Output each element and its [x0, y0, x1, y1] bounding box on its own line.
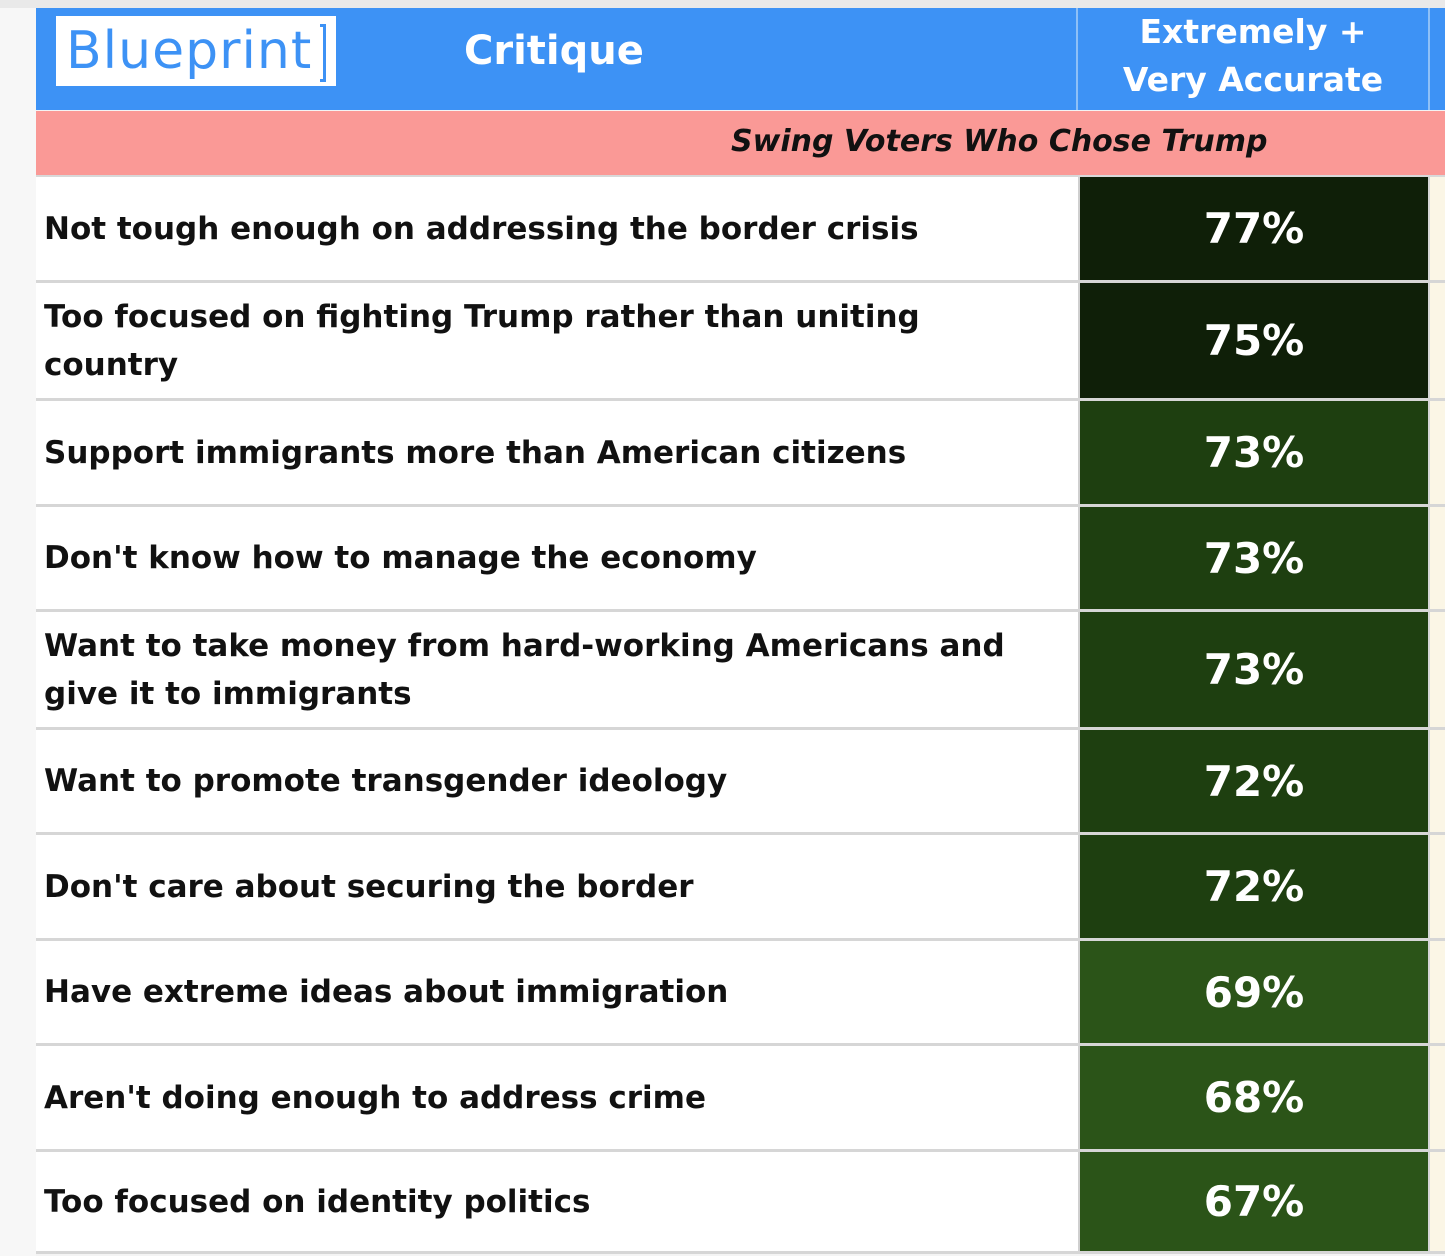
accuracy-value-cell: 73%: [1078, 507, 1428, 609]
row-edge-cell: [1428, 507, 1445, 609]
critique-column-header: Critique: [464, 28, 644, 74]
critique-label: Don't care about securing the border: [44, 868, 694, 905]
table-row: Support immigrants more than American ci…: [36, 401, 1445, 507]
row-edge-cell: [1428, 612, 1445, 727]
critique-label: Too focused on identity politics: [44, 1183, 591, 1220]
critique-label: Want to promote transgender ideology: [44, 763, 728, 799]
accuracy-value-cell: 72%: [1078, 730, 1428, 832]
table-row: Aren't doing enough to address crime 68%: [36, 1046, 1445, 1152]
table-row: Don't know how to manage the economy 73%: [36, 507, 1445, 612]
critique-label: Have extreme ideas about immigration: [44, 974, 729, 1010]
row-edge-cell: [1428, 941, 1445, 1043]
table-header: Blueprint Critique Extremely + Very Accu…: [36, 8, 1445, 110]
row-edge-cell: [1428, 730, 1445, 832]
metric-column-header: Extremely + Very Accurate: [1078, 8, 1428, 110]
row-edge-cell: [1428, 283, 1445, 398]
accuracy-value-cell: 73%: [1078, 612, 1428, 727]
table-row: Not tough enough on addressing the borde…: [36, 177, 1445, 283]
accuracy-value-cell: 75%: [1078, 283, 1428, 398]
row-edge-cell: [1428, 835, 1445, 938]
accuracy-value-cell: 68%: [1078, 1046, 1428, 1149]
row-edge-cell: [1428, 401, 1445, 504]
segment-header: Swing Voters Who Chose Trump: [36, 111, 1445, 177]
accuracy-value-cell: 77%: [1078, 177, 1428, 280]
metric-header-line1: Extremely +: [1139, 12, 1367, 51]
accuracy-value-cell: 73%: [1078, 401, 1428, 504]
critique-label: Support immigrants more than American ci…: [44, 434, 907, 471]
table-row: Have extreme ideas about immigration 69%: [36, 941, 1445, 1046]
left-gutter: [0, 8, 36, 1256]
accuracy-value-cell: 69%: [1078, 941, 1428, 1043]
logo-text: Blueprint: [66, 21, 313, 81]
table-row: Want to promote transgender ideology 72%: [36, 730, 1445, 835]
critique-label: Aren't doing enough to address crime: [44, 1079, 706, 1116]
critique-label: Want to take money from hard-working Ame…: [44, 627, 1005, 712]
row-edge-cell: [1428, 177, 1445, 280]
segment-label: Swing Voters Who Chose Trump: [731, 124, 1268, 159]
accuracy-value-cell: 67%: [1078, 1152, 1428, 1251]
logo-bracket-icon: [320, 24, 326, 82]
table-row: Too focused on identity politics 67%: [36, 1152, 1445, 1254]
table-row: Too focused on fighting Trump rather tha…: [36, 283, 1445, 401]
critique-label: Not tough enough on addressing the borde…: [44, 210, 919, 247]
row-edge-cell: [1428, 1046, 1445, 1149]
table-row: Don't care about securing the border 72%: [36, 835, 1445, 941]
accuracy-value-cell: 72%: [1078, 835, 1428, 938]
critique-label: Don't know how to manage the economy: [44, 540, 757, 576]
top-strip: [0, 0, 1445, 8]
header-divider: [1428, 8, 1430, 110]
critique-label: Too focused on fighting Trump rather tha…: [44, 298, 920, 383]
row-edge-cell: [1428, 1152, 1445, 1251]
table-row: Want to take money from hard-working Ame…: [36, 612, 1445, 730]
blueprint-logo: Blueprint: [56, 16, 336, 86]
metric-header-line2: Very Accurate: [1122, 60, 1384, 99]
header-divider: [1076, 8, 1078, 110]
